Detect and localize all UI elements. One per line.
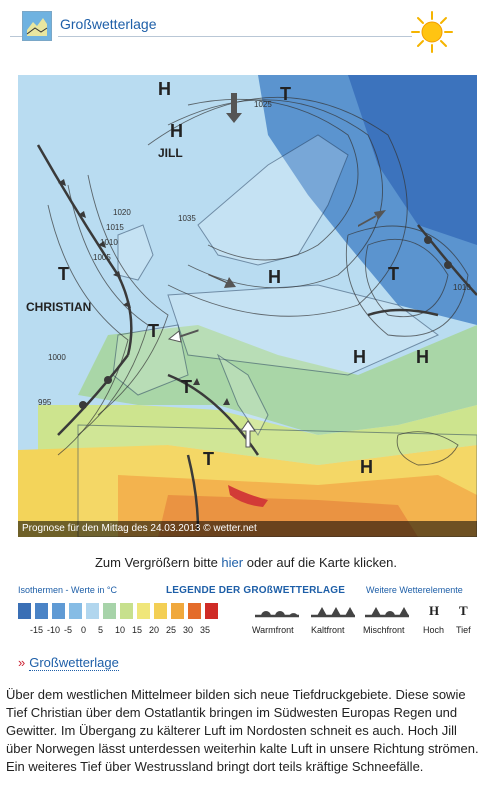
grosswetterlage-link-row: » Großwetterlage	[18, 655, 119, 671]
zoom-link[interactable]: hier	[221, 555, 244, 570]
forecast-text: Über dem westlichen Mittelmeer bilden si…	[6, 687, 479, 774]
isotherm-swatch	[154, 603, 167, 619]
isotherm-swatch	[52, 603, 65, 619]
high-label: H	[360, 457, 373, 477]
isotherm-swatch	[103, 603, 116, 619]
tief-symbol: T	[459, 603, 468, 618]
mischfront-label: Mischfront	[363, 625, 405, 635]
kaltfront-symbol	[311, 607, 355, 618]
isobar-label: 1000	[48, 353, 66, 362]
zoom-text-before: Zum Vergrößern bitte	[94, 555, 222, 570]
map-icon	[22, 11, 52, 41]
mischfront-symbol	[365, 607, 409, 618]
bullet-icon: »	[18, 655, 26, 670]
isotherm-swatch	[171, 603, 184, 619]
isobar-label: 995	[38, 398, 52, 407]
high-label: H	[170, 121, 183, 141]
isotherm-tick-label: 30	[183, 625, 194, 635]
isotherm-tick-label: 10	[115, 625, 126, 635]
weather-legend: Isothermen - Werte in °C LEGENDE DER GRO…	[18, 585, 478, 645]
isobar-label: 1015	[106, 223, 124, 232]
zoom-hint: Zum Vergrößern bitte hier oder auf die K…	[0, 555, 492, 570]
isotherm-tick-label: 5	[98, 625, 104, 635]
page-title: Großwetterlage	[60, 16, 157, 32]
isotherm-tick-label: 25	[166, 625, 177, 635]
grosswetterlage-link[interactable]: Großwetterlage	[29, 655, 119, 671]
isotherm-swatch	[35, 603, 48, 619]
hoch-symbol: H	[429, 603, 440, 618]
low-label: T	[388, 264, 399, 284]
isotherm-swatch	[86, 603, 99, 619]
warmfront-symbol	[255, 611, 299, 618]
isotherm-tick-label: 0	[81, 625, 87, 635]
isobar-label: 1010	[453, 283, 471, 292]
jill-label: JILL	[158, 146, 183, 160]
zoom-text-after: oder auf die Karte klicken.	[243, 555, 398, 570]
isobar-label: 1005	[93, 253, 111, 262]
map-caption: Prognose für den Mittag des 24.03.2013 ©…	[18, 521, 477, 537]
isotherm-swatch	[120, 603, 133, 619]
weather-map[interactable]: H T H JILL T CHRISTIAN H T T H H T T H 1…	[18, 75, 477, 537]
isotherm-tick-label: 15	[132, 625, 143, 635]
isotherm-swatch	[188, 603, 201, 619]
warmfront-label: Warmfront	[252, 625, 294, 635]
isotherm-heading: Isothermen - Werte in °C	[18, 585, 117, 595]
christian-label: CHRISTIAN	[26, 300, 91, 314]
tief-label: Tief	[456, 625, 471, 635]
isotherm-tick-label: 35	[200, 625, 211, 635]
low-label: T	[181, 377, 192, 397]
isotherm-swatch	[18, 603, 31, 619]
other-elements-heading: Weitere Wetterelemente	[366, 585, 463, 595]
low-label: T	[203, 449, 214, 469]
isotherm-tick-label: -5	[64, 625, 73, 635]
hoch-label: Hoch	[423, 625, 445, 635]
low-label: T	[58, 264, 69, 284]
isotherm-swatch	[69, 603, 82, 619]
isotherm-swatch	[137, 603, 150, 619]
isotherm-swatch	[205, 603, 218, 619]
header-divider-left	[10, 36, 22, 37]
isotherm-tick-label: -10	[47, 625, 61, 635]
low-label: T	[280, 84, 291, 104]
header-divider	[58, 36, 412, 37]
isotherm-tick-label: 20	[149, 625, 160, 635]
isobar-label: 1010	[100, 238, 118, 247]
isobar-label: 1025	[254, 100, 272, 109]
high-label: H	[268, 267, 281, 287]
low-label: T	[148, 321, 159, 341]
isobar-label: 1035	[178, 214, 196, 223]
isobar-label: 1020	[113, 208, 131, 217]
sun-icon	[410, 10, 454, 54]
high-label: H	[416, 347, 429, 367]
kaltfront-label: Kaltfront	[311, 625, 345, 635]
high-label: H	[158, 79, 171, 99]
legend-title: LEGENDE DER GROßWETTERLAGE	[166, 585, 346, 596]
isotherm-tick-label: -15	[30, 625, 44, 635]
high-label: H	[353, 347, 366, 367]
page-header: Großwetterlage	[0, 0, 492, 53]
